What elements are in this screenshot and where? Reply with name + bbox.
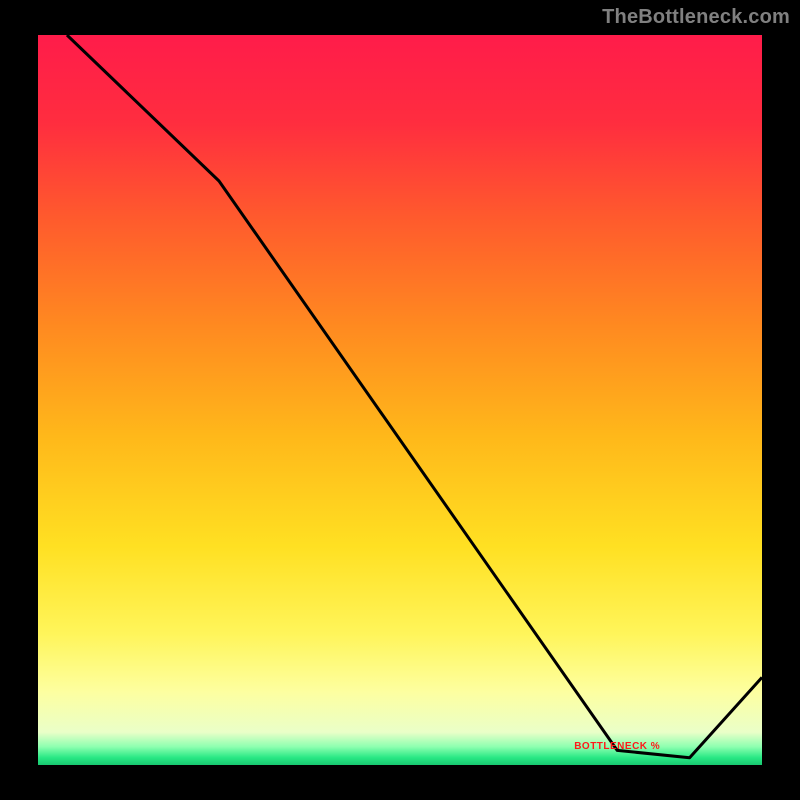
line-chart-layer	[38, 35, 762, 765]
bottleneck-curve	[67, 35, 762, 758]
watermark-text: TheBottleneck.com	[602, 6, 790, 29]
chart-container: TheBottleneck.com BOTTLENECK %	[0, 0, 800, 800]
plot-area: BOTTLENECK %	[38, 35, 762, 765]
bottom-axis-label: BOTTLENECK %	[574, 741, 660, 752]
